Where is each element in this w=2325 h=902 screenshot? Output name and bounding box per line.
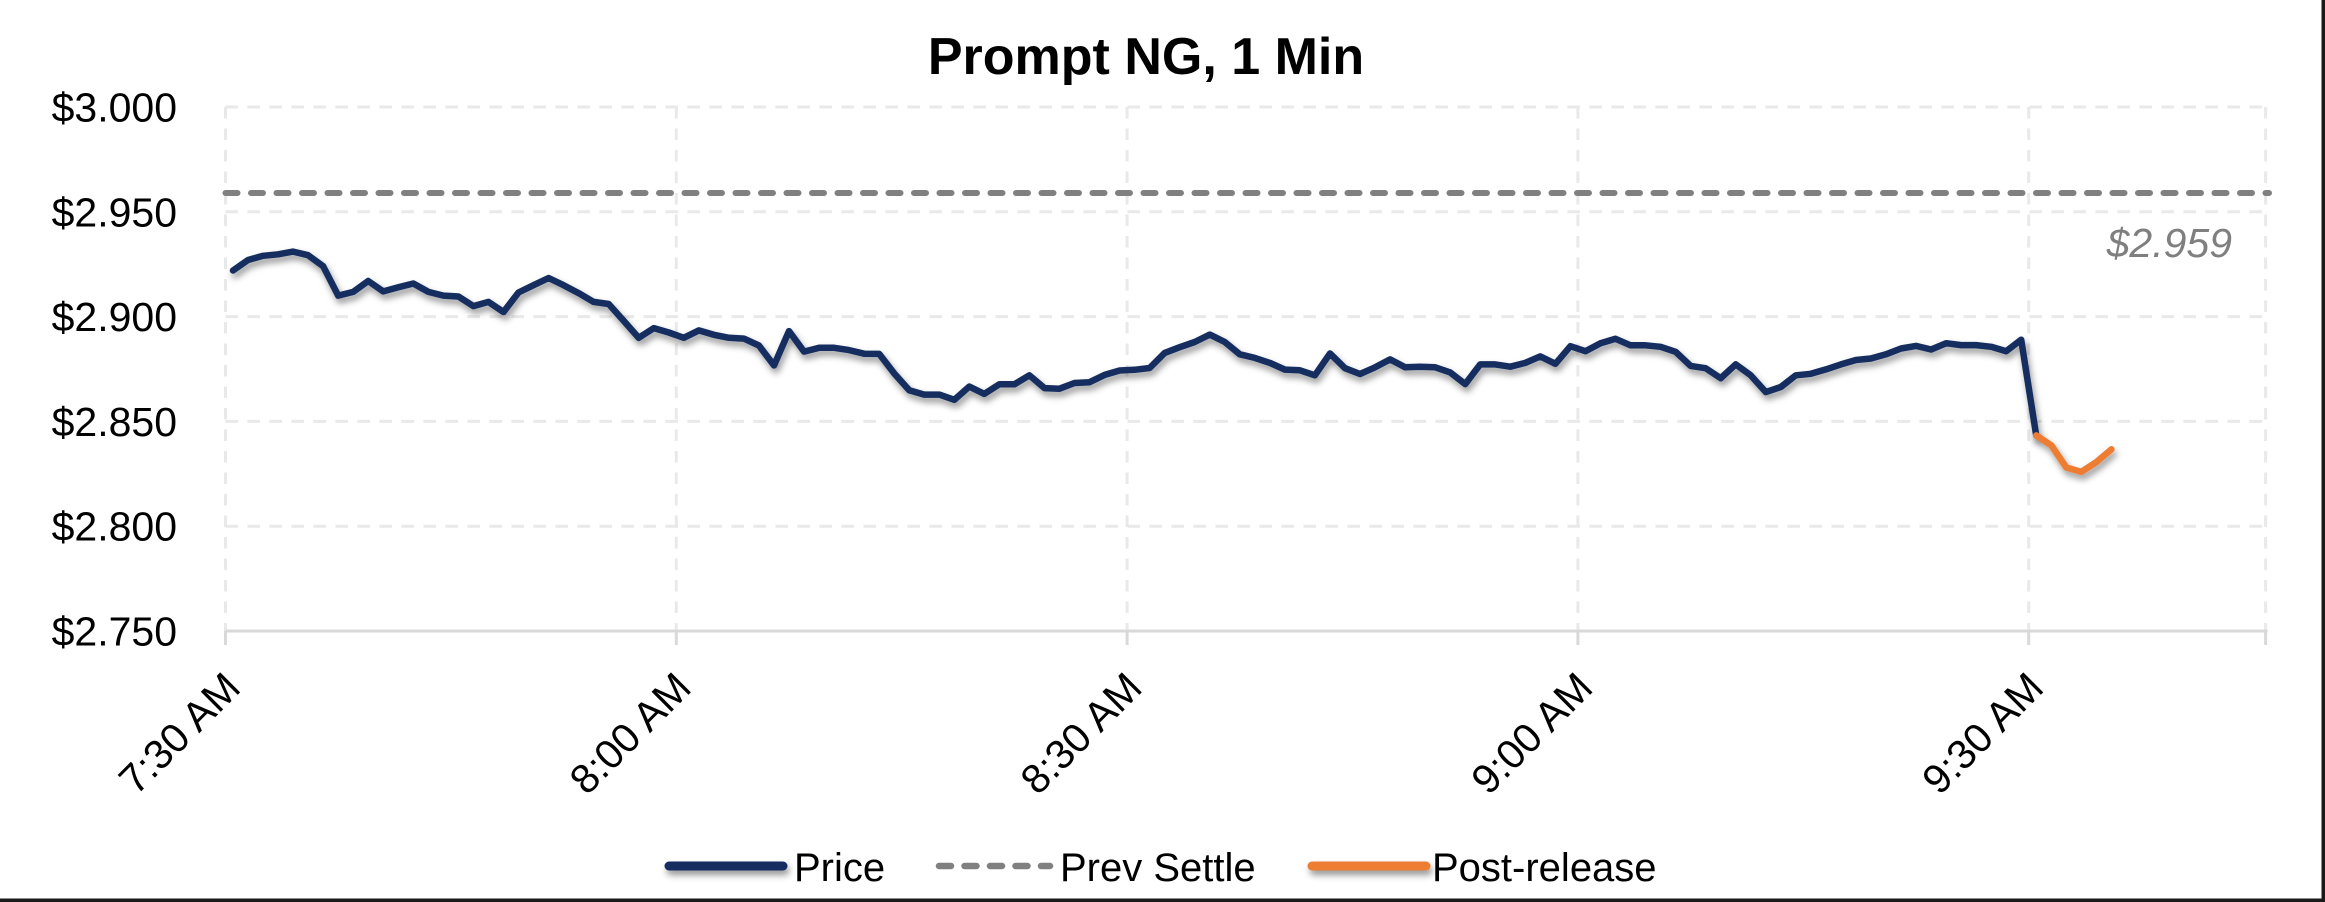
svg-text:$2.959: $2.959: [2106, 220, 2232, 266]
svg-text:$2.950: $2.950: [52, 189, 177, 235]
svg-text:$2.850: $2.850: [52, 399, 177, 445]
svg-text:Prompt NG, 1 Min: Prompt NG, 1 Min: [928, 28, 1364, 86]
svg-text:Price: Price: [794, 846, 885, 890]
svg-text:$2.900: $2.900: [52, 294, 177, 340]
svg-text:$2.800: $2.800: [52, 504, 177, 550]
svg-text:Prev Settle: Prev Settle: [1060, 846, 1256, 890]
svg-text:$3.000: $3.000: [52, 85, 177, 131]
svg-text:$2.750: $2.750: [52, 609, 177, 655]
svg-text:Post-release: Post-release: [1432, 846, 1657, 890]
